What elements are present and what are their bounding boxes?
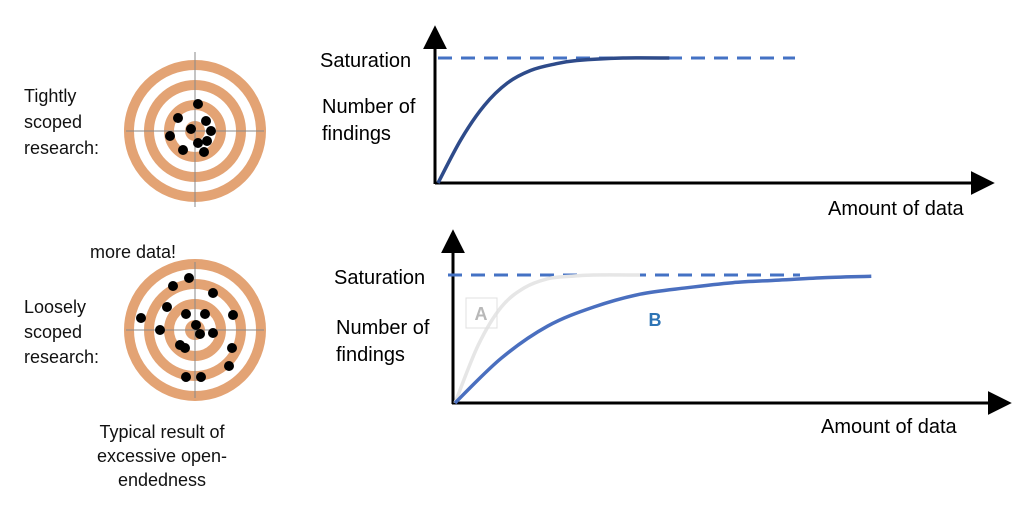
top-dot	[206, 126, 216, 136]
bottom-dot	[181, 372, 191, 382]
bottom-dot	[224, 361, 234, 371]
caption-line-2: excessive open-	[97, 446, 227, 466]
curve-b	[453, 274, 872, 405]
bottom-target-dots	[136, 273, 238, 382]
top-label-line-2: scoped	[24, 112, 82, 132]
bottom-dot	[196, 372, 206, 382]
curve-a	[453, 273, 641, 404]
top-dot	[186, 124, 196, 134]
bottom-dot	[227, 343, 237, 353]
top-label-line-3: research:	[24, 138, 99, 158]
top-dot	[201, 116, 211, 126]
top-findings-curve	[436, 56, 670, 184]
caption-line-1: Typical result of	[99, 422, 225, 442]
bottom-dot	[168, 281, 178, 291]
top-dot	[165, 131, 175, 141]
bottom-label-line-2: scoped	[24, 322, 82, 342]
bottom-dot	[191, 320, 201, 330]
top-dot	[173, 113, 183, 123]
bottom-dot	[155, 325, 165, 335]
bottom-label-line-3: research:	[24, 347, 99, 367]
top-target-dots	[165, 99, 216, 157]
top-ylabel-line-2: findings	[322, 123, 391, 145]
bottom-dot	[181, 309, 191, 319]
bottom-chart: A B Saturation Number of findings Amount…	[334, 229, 1012, 438]
top-target	[124, 52, 266, 207]
bottom-dot	[208, 288, 218, 298]
bottom-dot	[208, 328, 218, 338]
bottom-ylabel-line-1: Number of	[336, 317, 430, 339]
top-label-line-1: Tightly	[24, 86, 76, 106]
bottom-dot	[136, 313, 146, 323]
caption-line-3: endedness	[118, 470, 206, 490]
top-left-label: Tightly scoped research:	[24, 86, 99, 158]
top-chart: Saturation Number of findings Amount of …	[320, 25, 995, 220]
bottom-left-label: Loosely scoped research:	[24, 297, 99, 367]
top-dot	[193, 99, 203, 109]
top-ylabel-line-1: Number of	[322, 96, 416, 118]
bottom-xlabel: Amount of data	[821, 416, 958, 438]
bottom-target	[124, 259, 266, 401]
bottom-saturation-label: Saturation	[334, 267, 425, 289]
top-dot	[202, 136, 212, 146]
bottom-dot	[184, 273, 194, 283]
top-dot	[199, 147, 209, 157]
top-saturation-label: Saturation	[320, 50, 411, 72]
bottom-ylabel-line-2: findings	[336, 344, 405, 366]
bottom-caption: Typical result of excessive open- endedn…	[97, 422, 227, 490]
top-dot	[193, 138, 203, 148]
curve-a-label: A	[475, 304, 488, 324]
bottom-dot	[180, 343, 190, 353]
bottom-dot	[162, 302, 172, 312]
curve-a-label-box	[465, 297, 498, 329]
bottom-dot	[228, 310, 238, 320]
bottom-dot	[200, 309, 210, 319]
bottom-dot	[195, 329, 205, 339]
more-data-label: more data!	[90, 242, 176, 262]
curve-b-label: B	[649, 310, 662, 330]
top-xlabel: Amount of data	[828, 198, 965, 220]
top-dot	[178, 145, 188, 155]
bottom-label-line-1: Loosely	[24, 297, 86, 317]
